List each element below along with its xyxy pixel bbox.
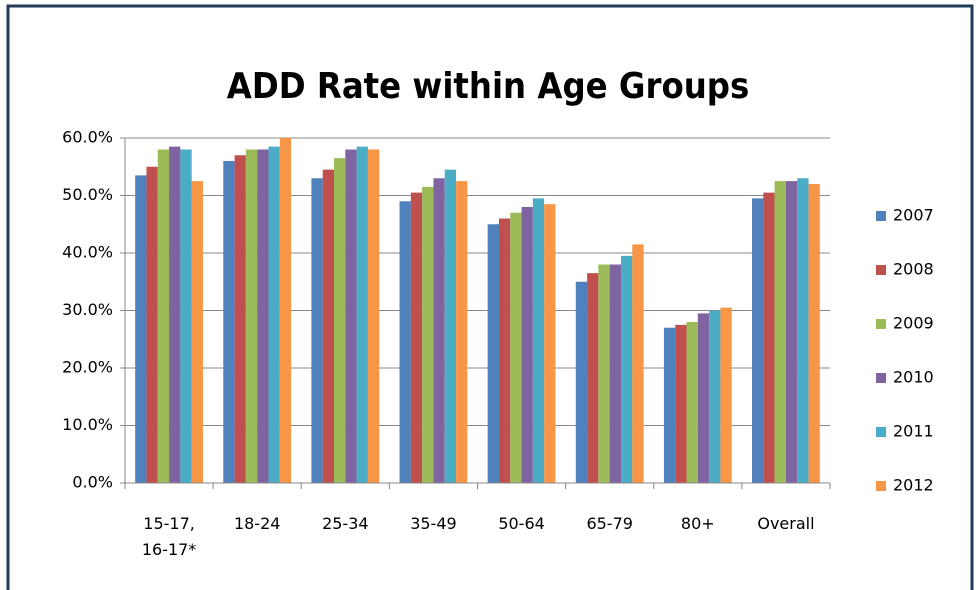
- bar: [774, 181, 786, 483]
- bar: [157, 149, 170, 483]
- bar: [487, 224, 499, 483]
- y-tick-label: 0.0%: [72, 473, 113, 492]
- legend-swatch: [876, 427, 886, 437]
- bar: [709, 310, 721, 483]
- bar: [763, 192, 775, 483]
- bar: [234, 155, 246, 483]
- y-tick-label: 60.0%: [62, 128, 113, 147]
- bar: [334, 158, 346, 483]
- chart-border: [6, 4, 974, 590]
- legend-label: 2011: [893, 422, 934, 441]
- bar: [422, 186, 434, 483]
- bar: [444, 169, 457, 483]
- bar: [609, 264, 621, 483]
- bar: [410, 192, 423, 483]
- bar: [356, 146, 368, 483]
- legend-swatch: [876, 211, 886, 221]
- x-tick-label: 35-49: [410, 514, 457, 533]
- legend-swatch: [876, 319, 886, 329]
- bar: [632, 244, 644, 483]
- bar: [510, 212, 522, 483]
- x-tick-label: Overall: [757, 514, 815, 533]
- legend-swatch: [876, 373, 886, 383]
- y-tick-label: 20.0%: [62, 358, 113, 377]
- bar: [620, 255, 633, 483]
- bar: [797, 178, 809, 483]
- legend-label: 2008: [893, 260, 934, 279]
- y-tick-label: 10.0%: [62, 415, 113, 434]
- bar: [686, 322, 698, 483]
- bar: [223, 161, 235, 483]
- bar: [268, 146, 280, 483]
- bar: [279, 138, 292, 483]
- bar: [498, 218, 511, 483]
- bar: [180, 149, 192, 483]
- bar: [575, 281, 588, 483]
- legend-label: 2010: [893, 368, 934, 387]
- y-tick-label: 50.0%: [62, 185, 113, 204]
- x-tick-label: 15-17, 16-17*: [141, 514, 197, 559]
- bar: [720, 307, 732, 483]
- legend-label: 2012: [893, 476, 934, 495]
- bar: [808, 184, 820, 483]
- legend-label: 2009: [893, 314, 934, 333]
- y-tick-label: 30.0%: [62, 300, 113, 319]
- bar: [367, 149, 380, 483]
- legend-swatch: [876, 481, 886, 491]
- bar: [587, 273, 599, 483]
- bar: [257, 149, 269, 483]
- bar: [663, 327, 676, 483]
- y-tick-label: 40.0%: [62, 243, 113, 262]
- bar: [311, 178, 323, 483]
- bar: [785, 181, 798, 483]
- bar: [532, 198, 545, 483]
- x-tick-label: 25-34: [322, 514, 369, 533]
- bar: [675, 324, 687, 483]
- bar: [433, 178, 445, 483]
- x-tick-label: 18-24: [233, 514, 281, 533]
- x-tick-label: 65-79: [586, 514, 633, 533]
- bar: [752, 198, 764, 483]
- bar: [697, 313, 710, 483]
- bar: [191, 181, 203, 483]
- chart-title: ADD Rate within Age Groups: [227, 66, 749, 107]
- bar: [399, 201, 411, 483]
- bar: [322, 169, 335, 483]
- bar: [456, 181, 468, 483]
- bar: [345, 149, 357, 483]
- x-tick-label: 80+: [680, 514, 715, 533]
- bar: [521, 207, 533, 483]
- bar: [135, 175, 147, 483]
- bar: [544, 204, 556, 483]
- legend-label: 2007: [893, 206, 934, 225]
- legend-swatch: [876, 265, 886, 275]
- x-tick-label: 50-64: [498, 514, 545, 533]
- bar: [598, 264, 610, 483]
- bar: [245, 149, 258, 483]
- bar: [169, 146, 181, 483]
- bar: [146, 166, 158, 483]
